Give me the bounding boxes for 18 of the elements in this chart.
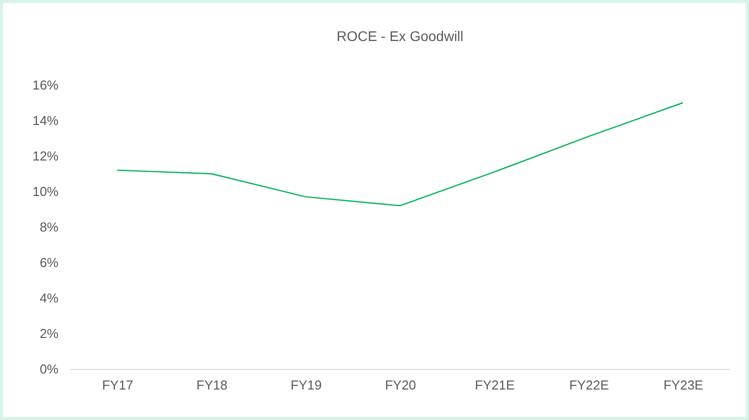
line-series xyxy=(116,102,684,206)
y-tick-label: 14% xyxy=(32,113,59,128)
y-tick-label: 2% xyxy=(40,326,59,341)
chart-title: ROCE - Ex Goodwill xyxy=(336,28,464,44)
y-tick-label: 16% xyxy=(32,78,59,92)
y-tick-label: 4% xyxy=(40,290,59,306)
y-tick-label: 10% xyxy=(32,184,59,199)
x-tick-label: FY17 xyxy=(102,378,134,392)
x-tick-label: FY18 xyxy=(196,378,228,392)
y-tick-label: 6% xyxy=(40,255,59,270)
y-tick-label: 12% xyxy=(32,148,59,164)
y-tick-label: 0% xyxy=(40,362,59,376)
x-tick-label: FY23E xyxy=(663,378,704,392)
y-tick-label: 8% xyxy=(40,220,59,234)
x-tick-label: FY22E xyxy=(569,378,610,392)
x-tick-label: FY19 xyxy=(290,378,322,392)
x-tick-label: FY20 xyxy=(384,378,416,392)
x-tick-label: FY21E xyxy=(474,378,515,392)
